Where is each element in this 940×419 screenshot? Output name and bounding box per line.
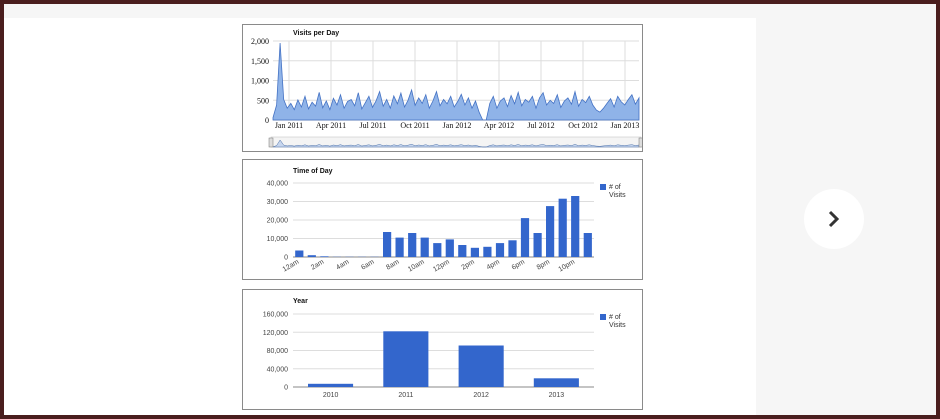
x-tick-label: 12pm	[432, 259, 451, 274]
range-handle-left	[268, 137, 274, 148]
time-of-day-svg: Time of Day # of Visits 40,000 30,000 20,0…	[267, 168, 627, 274]
y-tick-label: 10,000	[267, 236, 289, 243]
y-tick-label: 1,500	[251, 57, 269, 66]
bar	[420, 237, 429, 257]
bar	[308, 383, 354, 387]
x-tick-label: Apr 2012	[484, 121, 514, 130]
y-tick-label: 40,000	[267, 181, 289, 188]
year-chart: Year # of Visits 160,000 120,000 80,000 40,…	[242, 289, 643, 410]
x-tick-label: Oct 2012	[568, 121, 598, 130]
bar	[458, 245, 467, 257]
chevron-right-icon	[828, 210, 840, 228]
y-tick-label: 0	[284, 255, 288, 262]
chart-title: Year	[293, 298, 308, 305]
range-selector-series	[272, 139, 640, 148]
bar	[520, 218, 530, 257]
y-tick-label: 80,000	[267, 348, 289, 355]
y-tick-label: 20,000	[267, 218, 289, 225]
x-tick-label: 10am	[407, 259, 426, 274]
visits-per-day-svg: Visits per Day 2,000 1,500 1,000 500 0 Jan 20…	[251, 30, 642, 148]
chart-title: Visits per Day	[293, 30, 339, 37]
x-tick-label: 2010	[323, 392, 339, 399]
x-tick-label: 4pm	[486, 259, 501, 272]
bar	[546, 206, 555, 257]
y-tick-label: 1,000	[251, 77, 269, 86]
x-tick-label: 2am	[310, 259, 325, 272]
bar	[408, 233, 417, 257]
x-tick-label: Jul 2012	[527, 121, 554, 130]
bar	[458, 345, 504, 387]
x-tick-label: 2011	[398, 392, 413, 399]
x-tick-label: Jan 2013	[611, 121, 640, 130]
legend-swatch	[600, 314, 606, 320]
next-slide-button[interactable]	[804, 189, 864, 249]
time-of-day-chart: Time of Day # of Visits 40,000 30,000 20,0…	[242, 159, 643, 280]
x-tick-label: Jul 2011	[359, 121, 386, 130]
x-tick-label: 2012	[473, 392, 489, 399]
bar	[571, 196, 580, 257]
bar	[470, 247, 479, 258]
x-tick-label: Oct 2011	[400, 121, 429, 130]
x-tick-label: Jan 2012	[443, 121, 472, 130]
x-tick-label: 8pm	[536, 259, 551, 272]
x-tick-label: 6pm	[511, 259, 526, 272]
x-tick-label: Apr 2011	[316, 121, 346, 130]
legend-label-line1: # of	[609, 184, 621, 191]
x-tick-label: 6am	[360, 259, 375, 272]
x-tick-label: Jan 2011	[275, 121, 303, 130]
range-handle-right	[638, 137, 642, 148]
bar	[583, 233, 592, 257]
y-tick-label: 0	[284, 385, 288, 392]
bar	[533, 233, 542, 257]
y-tick-label: 120,000	[263, 330, 288, 337]
y-tick-label: 2,000	[251, 37, 269, 46]
bar	[558, 198, 567, 257]
visits-area-series	[272, 42, 640, 121]
y-tick-label: 0	[265, 116, 269, 125]
y-tick-label: 30,000	[267, 199, 289, 206]
visits-per-day-chart: Visits per Day 2,000 1,500 1,000 500 0 Jan 20…	[242, 24, 643, 152]
chart-title: Time of Day	[293, 168, 333, 175]
y-tick-label: 500	[257, 96, 269, 105]
x-tick-label: 8am	[385, 259, 400, 272]
x-tick-label: 10pm	[558, 259, 577, 274]
bar	[495, 243, 505, 257]
bar	[445, 239, 454, 257]
bar	[395, 237, 404, 257]
x-tick-label: 4am	[335, 259, 350, 272]
bar	[320, 256, 329, 257]
y-tick-label: 40,000	[267, 366, 289, 373]
bar	[508, 240, 517, 257]
bar	[383, 331, 429, 387]
bar	[383, 232, 392, 257]
bar	[295, 250, 304, 257]
legend-label-line2: Visits	[609, 322, 626, 329]
bar	[483, 246, 492, 257]
bar	[433, 243, 442, 257]
y-tick-label: 160,000	[263, 312, 288, 319]
legend-swatch	[600, 184, 606, 190]
x-tick-label: 2pm	[461, 259, 476, 272]
legend-label-line1: # of	[609, 314, 621, 321]
bar	[307, 255, 316, 257]
legend-label-line2: Visits	[609, 192, 626, 199]
bar	[533, 378, 579, 387]
year-svg: Year # of Visits 160,000 120,000 80,000 40,…	[263, 298, 626, 399]
x-tick-label: 2013	[549, 392, 565, 399]
